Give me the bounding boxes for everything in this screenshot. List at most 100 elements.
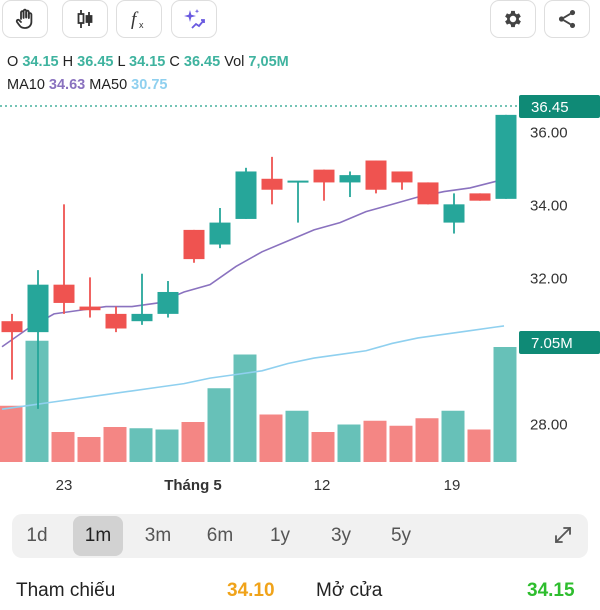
volume-bar xyxy=(259,414,283,462)
price-tick-label: 34.00 xyxy=(530,197,568,214)
high-value: 36.45 xyxy=(77,54,114,70)
range-tab-label: 1d xyxy=(26,525,48,546)
candle-body xyxy=(79,306,101,311)
candle-body xyxy=(495,114,517,199)
volume-bar xyxy=(181,422,205,462)
ma50-line xyxy=(1,325,505,410)
ma10-label: MA10 xyxy=(7,77,45,93)
range-tab-1m[interactable]: 1m xyxy=(73,516,123,556)
price-tick-label: 32.00 xyxy=(530,270,568,287)
ai-sparkle-icon xyxy=(184,9,205,29)
candle-body xyxy=(469,193,491,201)
candle-body xyxy=(183,229,205,260)
volume-bar xyxy=(77,437,101,462)
volume-bar xyxy=(51,432,75,462)
current-price-label: 36.45 xyxy=(531,99,569,116)
current-volume-badge xyxy=(519,331,600,354)
reference-price-value: 34.10 xyxy=(227,580,275,601)
volume-label: Vol xyxy=(224,54,245,70)
candle-body xyxy=(53,284,75,303)
function-icon: f x xyxy=(131,9,144,30)
volume-bar xyxy=(363,420,387,462)
ma50-label: MA50 xyxy=(89,77,128,93)
chart-toolbar: f x xyxy=(0,0,600,40)
date-label: Tháng 5 xyxy=(164,477,222,494)
volume-bar xyxy=(493,347,517,462)
range-tab-label: 5y xyxy=(390,525,412,546)
volume-bar xyxy=(155,429,179,462)
low-value: 34.15 xyxy=(129,54,166,70)
candle-body xyxy=(365,160,387,190)
share-button[interactable] xyxy=(544,0,590,38)
price-tick-label: 28.00 xyxy=(530,416,568,433)
range-tab-5y[interactable]: 5y xyxy=(376,516,426,556)
volume-bar xyxy=(285,410,309,462)
ma10-value: 34.63 xyxy=(48,77,86,93)
drawing-tool-button[interactable] xyxy=(2,0,48,38)
candle-body xyxy=(131,313,153,322)
volume-bar xyxy=(129,428,153,462)
reference-price-label: Tham chiếu xyxy=(16,580,116,601)
range-tab-3y[interactable]: 3y xyxy=(316,516,366,556)
price-stats: Tham chiếu 34.10 Mở cửa 34.15 xyxy=(0,580,600,610)
fullscreen-button[interactable] xyxy=(552,524,574,551)
candle-body xyxy=(313,169,335,183)
candle-body xyxy=(157,291,179,314)
candle-body xyxy=(235,171,257,219)
open-value: 34.15 xyxy=(22,54,59,70)
range-tab-label: 6m xyxy=(206,525,234,546)
current-volume-label: 7.05M xyxy=(531,335,573,352)
range-tab-6m[interactable]: 6m xyxy=(195,516,245,556)
date-label: 12 xyxy=(314,477,331,494)
candle-body xyxy=(105,313,127,329)
candle-body xyxy=(391,171,413,183)
volume-bar xyxy=(0,405,23,462)
time-range-selector: 1d 1m 3m 6m 1y 3y 5y xyxy=(12,514,588,558)
moving-average-readout: MA10 34.63 MA50 30.75 xyxy=(7,77,167,93)
high-label: H xyxy=(62,54,74,70)
volume-value: 7,05M xyxy=(248,54,289,70)
chart-type-button[interactable] xyxy=(62,0,108,38)
range-tab-label: 3y xyxy=(330,525,352,546)
candle-body xyxy=(287,180,309,183)
candlestick-icon xyxy=(77,10,93,28)
date-label: 23 xyxy=(56,477,73,494)
open-label: O xyxy=(7,54,19,70)
share-icon xyxy=(558,10,576,28)
candle-body xyxy=(261,178,283,190)
range-tab-1d[interactable]: 1d xyxy=(12,516,62,556)
ma50-value: 30.75 xyxy=(131,77,168,93)
volume-bar xyxy=(467,429,491,462)
svg-text:f: f xyxy=(131,9,139,30)
candle-body xyxy=(209,222,231,245)
volume-bar xyxy=(415,418,439,462)
range-tab-label: 1y xyxy=(269,525,291,546)
ai-analysis-button[interactable] xyxy=(171,0,217,38)
candle-body xyxy=(417,182,439,205)
gear-icon xyxy=(505,10,521,28)
close-label: C xyxy=(169,54,180,70)
volume-bar xyxy=(311,432,335,462)
volume-bar xyxy=(103,427,127,462)
open-price-value: 34.15 xyxy=(527,580,575,601)
settings-button[interactable] xyxy=(490,0,536,38)
indicators-button[interactable]: f x xyxy=(116,0,162,38)
volume-bar xyxy=(25,340,49,462)
candle-body xyxy=(339,175,361,183)
volume-bar xyxy=(337,424,361,462)
price-chart[interactable]: 36.00 34.00 32.00 28.00 36.45 7.05M 23 Tháng 5 1… xyxy=(0,95,600,500)
svg-text:x: x xyxy=(139,20,144,30)
date-label: 19 xyxy=(444,477,461,494)
range-tab-3m[interactable]: 3m xyxy=(133,516,183,556)
low-label: L xyxy=(117,54,126,70)
expand-icon xyxy=(555,527,571,543)
open-price-label: Mở cửa xyxy=(316,580,383,601)
ohlc-readout: O 34.15 H 36.45 L 34.15 C 36.45 Vol 7,05… xyxy=(7,54,289,70)
range-tab-1y[interactable]: 1y xyxy=(255,516,305,556)
current-price-badge xyxy=(519,95,600,118)
candle-body xyxy=(1,321,23,333)
volume-bar xyxy=(233,354,257,462)
range-tab-label: 3m xyxy=(144,525,172,546)
volume-bar xyxy=(389,425,413,462)
price-tick-label: 36.00 xyxy=(530,124,568,141)
